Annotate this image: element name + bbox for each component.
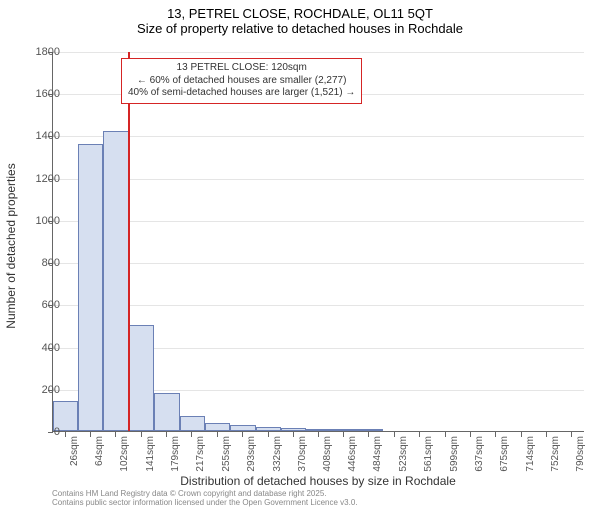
xtick-mark [115, 432, 116, 437]
xtick-mark [546, 432, 547, 437]
histogram-bar [256, 427, 281, 431]
attribution-text: Contains HM Land Registry data © Crown c… [52, 490, 358, 508]
chart-area: 13 PETREL CLOSE: 120sqm← 60% of detached… [52, 52, 584, 432]
xtick-label: 141sqm [145, 436, 156, 472]
xtick-label: 179sqm [170, 436, 181, 472]
xtick-mark [343, 432, 344, 437]
xtick-mark [166, 432, 167, 437]
xtick-label: 217sqm [195, 436, 206, 472]
ytick-label: 0 [20, 426, 60, 438]
ytick-label: 200 [20, 384, 60, 396]
xtick-mark [191, 432, 192, 437]
plot-area: 13 PETREL CLOSE: 120sqm← 60% of detached… [52, 52, 584, 432]
annotation-box: 13 PETREL CLOSE: 120sqm← 60% of detached… [121, 58, 362, 104]
xtick-label: 102sqm [119, 436, 130, 472]
xtick-mark [318, 432, 319, 437]
gridline [53, 179, 584, 180]
annotation-line: 13 PETREL CLOSE: 120sqm [128, 62, 355, 75]
xtick-label: 714sqm [525, 436, 536, 472]
histogram-bar [306, 429, 331, 431]
xtick-label: 446sqm [347, 436, 358, 472]
gridline [53, 221, 584, 222]
histogram-bar [357, 429, 383, 431]
ytick-label: 600 [20, 299, 60, 311]
chart-container: 13, PETREL CLOSE, ROCHDALE, OL11 5QT Siz… [0, 6, 600, 506]
xtick-label: 752sqm [550, 436, 561, 472]
annotation-line: 40% of semi-detached houses are larger (… [128, 87, 355, 100]
xtick-label: 523sqm [398, 436, 409, 472]
ytick-label: 1800 [20, 46, 60, 58]
histogram-bar [103, 131, 129, 431]
histogram-bar [205, 423, 230, 431]
gridline [53, 263, 584, 264]
xtick-label: 599sqm [449, 436, 460, 472]
xtick-label: 484sqm [372, 436, 383, 472]
chart-title-main: 13, PETREL CLOSE, ROCHDALE, OL11 5QT [0, 6, 600, 21]
xtick-mark [293, 432, 294, 437]
xtick-label: 561sqm [423, 436, 434, 472]
xtick-mark [368, 432, 369, 437]
ytick-label: 400 [20, 342, 60, 354]
xtick-mark [217, 432, 218, 437]
ytick-label: 1200 [20, 173, 60, 185]
histogram-bar [230, 425, 256, 431]
xtick-mark [394, 432, 395, 437]
xtick-mark [571, 432, 572, 437]
gridline [53, 52, 584, 53]
xtick-label: 675sqm [499, 436, 510, 472]
xtick-label: 293sqm [246, 436, 257, 472]
xtick-label: 637sqm [474, 436, 485, 472]
histogram-bar [154, 393, 179, 431]
annotation-line: ← 60% of detached houses are smaller (2,… [128, 75, 355, 88]
ytick-label: 1400 [20, 130, 60, 142]
xtick-label: 26sqm [69, 436, 80, 466]
xtick-label: 790sqm [575, 436, 586, 472]
xtick-label: 64sqm [94, 436, 105, 466]
y-axis-label: Number of detached properties [4, 163, 18, 328]
ytick-label: 1600 [20, 88, 60, 100]
histogram-bar [78, 144, 103, 431]
xtick-label: 370sqm [297, 436, 308, 472]
xtick-mark [141, 432, 142, 437]
xtick-mark [470, 432, 471, 437]
xtick-label: 255sqm [221, 436, 232, 472]
property-marker-line [128, 52, 130, 431]
histogram-bar [180, 416, 205, 431]
xtick-mark [521, 432, 522, 437]
xtick-mark [242, 432, 243, 437]
histogram-bar [129, 325, 154, 431]
gridline [53, 305, 584, 306]
xtick-mark [268, 432, 269, 437]
gridline [53, 136, 584, 137]
xtick-label: 332sqm [272, 436, 283, 472]
attribution-line: Contains public sector information licen… [52, 499, 358, 508]
chart-title-sub: Size of property relative to detached ho… [0, 21, 600, 36]
ytick-label: 800 [20, 257, 60, 269]
x-axis-label: Distribution of detached houses by size … [52, 474, 584, 488]
xtick-mark [90, 432, 91, 437]
xtick-mark [495, 432, 496, 437]
xtick-label: 408sqm [322, 436, 333, 472]
histogram-bar [281, 428, 306, 431]
xtick-mark [419, 432, 420, 437]
ytick-label: 1000 [20, 215, 60, 227]
xtick-mark [65, 432, 66, 437]
xtick-mark [445, 432, 446, 437]
histogram-bar [332, 429, 357, 431]
